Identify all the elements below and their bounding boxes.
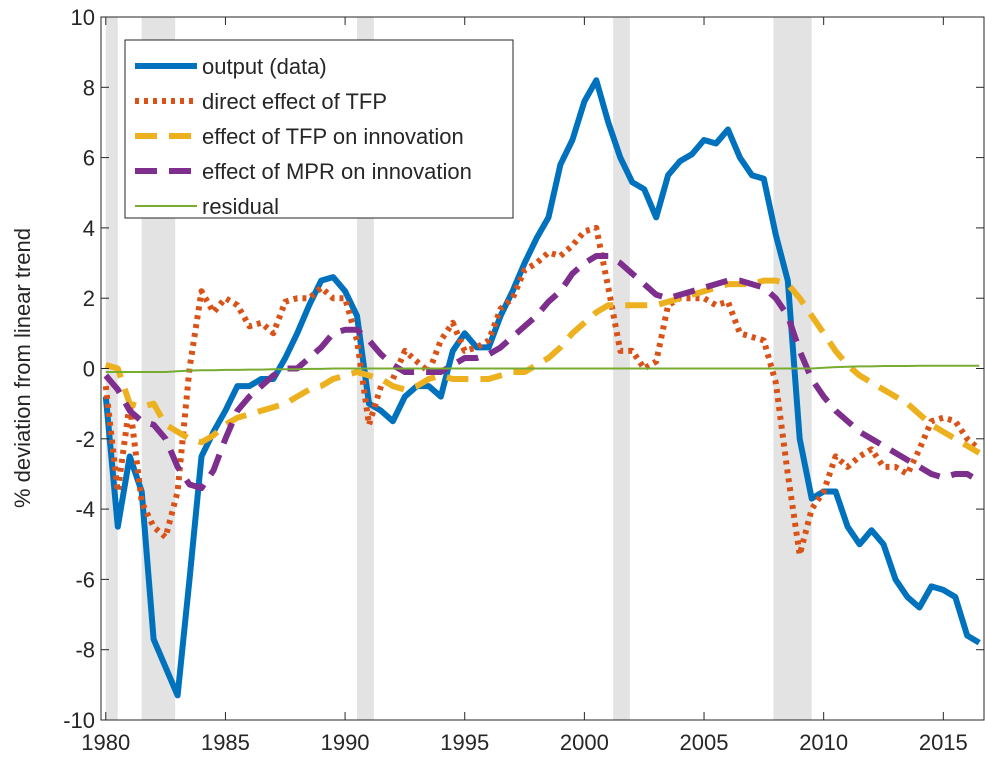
legend-box bbox=[124, 39, 514, 219]
series-line bbox=[104, 277, 981, 456]
y-tick-label: -6 bbox=[75, 567, 95, 592]
y-tick-label: 0 bbox=[83, 357, 95, 382]
series-line bbox=[105, 364, 980, 373]
y-tick-label: -2 bbox=[75, 427, 95, 452]
y-tick-label: -4 bbox=[75, 497, 95, 522]
y-tick-label: 8 bbox=[83, 75, 95, 100]
x-tick-label: 1980 bbox=[81, 730, 130, 755]
legend-label: effect of TFP on innovation bbox=[202, 124, 464, 149]
y-axis-label: % deviation from linear trend bbox=[10, 228, 35, 508]
y-tick-label: 6 bbox=[83, 146, 95, 171]
x-tick-label: 2000 bbox=[560, 730, 609, 755]
y-tick-label: 10 bbox=[71, 5, 95, 30]
lines bbox=[102, 77, 982, 699]
x-tick-label: 2015 bbox=[919, 730, 968, 755]
legend-label: output (data) bbox=[202, 54, 327, 79]
y-tick-label: 2 bbox=[83, 286, 95, 311]
legend-label: residual bbox=[202, 194, 279, 219]
x-tick-label: 1990 bbox=[321, 730, 370, 755]
series-line bbox=[102, 224, 982, 558]
x-tick-label: 1995 bbox=[440, 730, 489, 755]
y-tick-label: -8 bbox=[75, 638, 95, 663]
x-tick-label: 2005 bbox=[680, 730, 729, 755]
series-line bbox=[103, 253, 981, 491]
x-tick-label: 1985 bbox=[201, 730, 250, 755]
y-tick-label: 4 bbox=[83, 216, 95, 241]
legend-label: direct effect of TFP bbox=[202, 89, 387, 114]
y-tick-label: -10 bbox=[63, 708, 95, 733]
x-tick-label: 2010 bbox=[799, 730, 848, 755]
series-line bbox=[102, 77, 981, 699]
legend-label: effect of MPR on innovation bbox=[202, 159, 472, 184]
